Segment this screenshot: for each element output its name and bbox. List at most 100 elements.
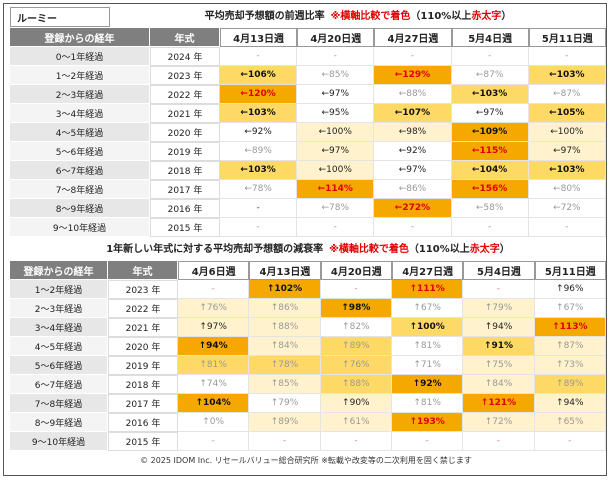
row-year: 2015 年 <box>108 432 178 451</box>
data-cell: - <box>374 47 452 66</box>
row-year: 2023 年 <box>108 280 178 299</box>
data-cell: ↑111% <box>391 280 464 299</box>
row-year: 2019 年 <box>150 142 220 161</box>
table2-week-header: 5月4日週 <box>463 261 535 280</box>
table-row: 6～7年経過 2018 年 ↑74% ↑85% ↑88% ↑92% ↑84% ↑89% <box>10 375 606 394</box>
data-cell: ↑79% <box>463 299 535 318</box>
report-frame: © 2025 IDOM Inc. リセールバリュー総合研究所 ※転載や改変等の二… <box>3 3 607 476</box>
table1-header-row: 登録からの経年 年式 4月13日週 4月20日週 4月27日週 5月4日週 5月11日週 <box>10 28 606 47</box>
copyright-footer: © 2025 IDOM Inc. リセールバリュー総合研究所 ※転載や改変等の二… <box>140 456 472 465</box>
data-cell: ↑90% <box>320 394 392 413</box>
row-label: 0～1年経過 <box>10 47 150 66</box>
table1-col-year: 年式 <box>150 28 220 47</box>
data-cell: ←78% <box>297 199 375 218</box>
data-cell: ↑79% <box>249 394 321 413</box>
data-cell: ↑84% <box>249 337 321 356</box>
table1-col-label: 登録からの経年 <box>10 28 150 47</box>
data-cell: ↑81% <box>178 356 250 375</box>
table2-title-bar: 1年新しい年式に対する平均売却予想額の減衰率 ※横軸比較で着色（110%以上赤太字… <box>10 240 606 260</box>
data-cell: ↑100% <box>391 318 464 337</box>
data-cell: ←115% <box>451 142 529 161</box>
table1-week-header: 4月13日週 <box>220 28 298 47</box>
data-cell: ↑61% <box>320 413 392 432</box>
data-cell: ←97% <box>374 161 452 180</box>
data-cell: ↑88% <box>249 318 321 337</box>
data-cell: ↑97% <box>178 318 250 337</box>
table-row: 4～5年経過 2020 年 ↑94% ↑84% ↑89% ↑81% ↑91% ↑87% <box>10 337 606 356</box>
data-cell: - <box>391 432 464 451</box>
data-cell: ←97% <box>528 142 606 161</box>
data-cell: ←92% <box>374 142 452 161</box>
data-cell: ←104% <box>451 161 529 180</box>
data-cell: ↑98% <box>320 299 392 318</box>
table2-title: 1年新しい年式に対する平均売却予想額の減衰率 ※横軸比較で着色（110%以上赤太字… <box>10 240 606 260</box>
data-cell: ←98% <box>374 123 452 142</box>
table2-week-header: 4月20日週 <box>320 261 392 280</box>
table2-title-note: 横軸比較で着色 <box>338 244 409 255</box>
data-cell: ←103% <box>528 66 606 85</box>
data-cell: ↑75% <box>463 356 535 375</box>
data-cell: ↑104% <box>178 394 250 413</box>
table-row: 7～8年経過 2017 年 ←78% ←114% ←86% ←156% ←80% <box>10 180 606 199</box>
row-year: 2016 年 <box>108 413 178 432</box>
data-cell: ←80% <box>528 180 606 199</box>
data-cell: - <box>220 218 298 237</box>
data-cell: ↑94% <box>534 394 606 413</box>
row-label: 6～7年経過 <box>10 375 108 394</box>
row-label: 4～5年経過 <box>10 337 108 356</box>
data-cell: - <box>463 280 535 299</box>
table-row: 8～9年経過 2016 年 - ←78% ←272% ←58% ←72% <box>10 199 606 218</box>
data-cell: ↑96% <box>534 280 606 299</box>
row-label: 6～7年経過 <box>10 161 150 180</box>
table-row: 1～2年経過 2023 年 ←106% ←85% ←129% ←87% ←103% <box>10 66 606 85</box>
row-year: 2016 年 <box>150 199 220 218</box>
data-cell: ↑86% <box>249 299 321 318</box>
data-cell: - <box>297 218 375 237</box>
row-year: 2020 年 <box>150 123 220 142</box>
table1-title-rule-red: 赤太字 <box>471 11 502 22</box>
data-cell: ←100% <box>297 161 375 180</box>
data-cell: ↑121% <box>463 394 535 413</box>
table2-col-label: 登録からの経年 <box>10 261 108 280</box>
table1-title-note: 横軸比較で着色 <box>340 11 411 22</box>
data-cell: - <box>534 432 606 451</box>
table1-title-bar: ルーミー 平均売却予想額の前週比率 ※横軸比較で着色（110%以上赤太字） <box>10 7 606 27</box>
data-cell: ←114% <box>297 180 375 199</box>
table1-week-header: 5月4日週 <box>451 28 529 47</box>
data-cell: ←272% <box>374 199 452 218</box>
table-row: 2～3年経過 2022 年 ←120% ←97% ←88% ←103% ←87% <box>10 85 606 104</box>
data-cell: ←156% <box>451 180 529 199</box>
row-year: 2018 年 <box>108 375 178 394</box>
row-year: 2020 年 <box>108 337 178 356</box>
row-year: 2023 年 <box>150 66 220 85</box>
row-label: 7～8年経過 <box>10 180 150 199</box>
data-cell: ←107% <box>374 104 452 123</box>
table2-week-header: 4月27日週 <box>391 261 464 280</box>
data-cell: ↑71% <box>391 356 464 375</box>
data-cell: ←106% <box>220 66 298 85</box>
data-cell: ←87% <box>451 66 529 85</box>
data-cell: ←97% <box>451 104 529 123</box>
table2-title-rule-red: 赤太字 <box>469 244 500 255</box>
table1-title-rule-end: ） <box>501 11 512 22</box>
table2-col-year: 年式 <box>108 261 178 280</box>
data-cell: ←72% <box>528 199 606 218</box>
data-cell: - <box>374 218 452 237</box>
data-cell: - <box>178 280 250 299</box>
row-year: 2022 年 <box>108 299 178 318</box>
table1-title-rule: （110%以上 <box>410 11 472 22</box>
data-cell: ←100% <box>528 123 606 142</box>
data-cell: ↑94% <box>463 318 535 337</box>
row-year: 2024 年 <box>150 47 220 66</box>
row-year: 2017 年 <box>150 180 220 199</box>
table2-title-main: 1年新しい年式に対する平均売却予想額の減衰率 <box>106 244 324 255</box>
table-row: 3～4年経過 2021 年 ↑97% ↑88% ↑82% ↑100% ↑94% ↑113% <box>10 318 606 337</box>
table1-title: 平均売却予想額の前週比率 ※横軸比較で着色（110%以上赤太字） <box>110 7 606 27</box>
table2-title-rule: （110%以上 <box>408 244 470 255</box>
data-cell: ↑102% <box>249 280 321 299</box>
data-cell: - <box>451 47 529 66</box>
data-cell: ←129% <box>374 66 452 85</box>
data-cell: ↑89% <box>534 375 606 394</box>
table-row: 9～10年経過 2015 年----- <box>10 218 606 237</box>
data-cell: - <box>463 432 535 451</box>
